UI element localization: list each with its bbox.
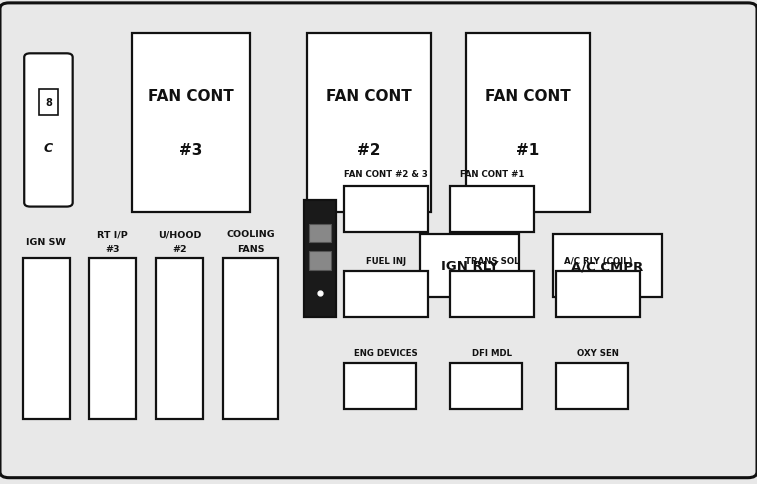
Text: TRANS SOL: TRANS SOL [465, 256, 519, 265]
Text: FAN CONT: FAN CONT [485, 90, 571, 104]
Bar [450, 363, 522, 409]
Text: FAN CONT #2 & 3: FAN CONT #2 & 3 [344, 170, 428, 179]
Text: FAN CONT: FAN CONT [326, 90, 412, 104]
Bar [466, 34, 590, 213]
Bar [556, 271, 640, 317]
Text: RT I/P: RT I/P [98, 229, 128, 239]
Text: U/HOOD: U/HOOD [157, 229, 201, 239]
Text: #3: #3 [179, 143, 203, 157]
Bar [344, 363, 416, 409]
Bar [450, 271, 534, 317]
Bar [156, 259, 203, 419]
Bar [309, 224, 332, 242]
Text: IGN SW: IGN SW [26, 238, 66, 247]
FancyBboxPatch shape [0, 4, 757, 478]
Text: COOLING: COOLING [226, 229, 275, 239]
Bar [553, 235, 662, 298]
Text: A/C RLY (COIL): A/C RLY (COIL) [564, 256, 632, 265]
Text: #2: #2 [357, 143, 381, 157]
Bar [344, 186, 428, 232]
Text: FAN CONT #1: FAN CONT #1 [459, 170, 525, 179]
Text: FUEL INJ: FUEL INJ [366, 256, 407, 265]
Bar [556, 363, 628, 409]
FancyBboxPatch shape [24, 54, 73, 207]
Bar [450, 186, 534, 232]
Bar [132, 34, 250, 213]
Bar [223, 259, 278, 419]
Text: FANS: FANS [237, 244, 264, 253]
Text: IGN RLY: IGN RLY [441, 260, 498, 272]
Bar [307, 34, 431, 213]
Text: #1: #1 [516, 143, 540, 157]
Text: OXY SEN: OXY SEN [577, 348, 619, 357]
Bar [23, 259, 70, 419]
Bar [344, 271, 428, 317]
Text: #3: #3 [105, 244, 120, 253]
Bar [304, 201, 336, 317]
Text: A/C CMPR: A/C CMPR [572, 260, 643, 272]
Text: 8: 8 [45, 98, 52, 108]
Text: #2: #2 [172, 244, 187, 253]
Bar [89, 259, 136, 419]
Text: C: C [44, 142, 53, 154]
Bar [309, 252, 332, 271]
Text: FAN CONT: FAN CONT [148, 90, 234, 104]
Bar [39, 90, 58, 116]
Bar [420, 235, 519, 298]
Text: ENG DEVICES: ENG DEVICES [354, 348, 418, 357]
Text: DFI MDL: DFI MDL [472, 348, 512, 357]
